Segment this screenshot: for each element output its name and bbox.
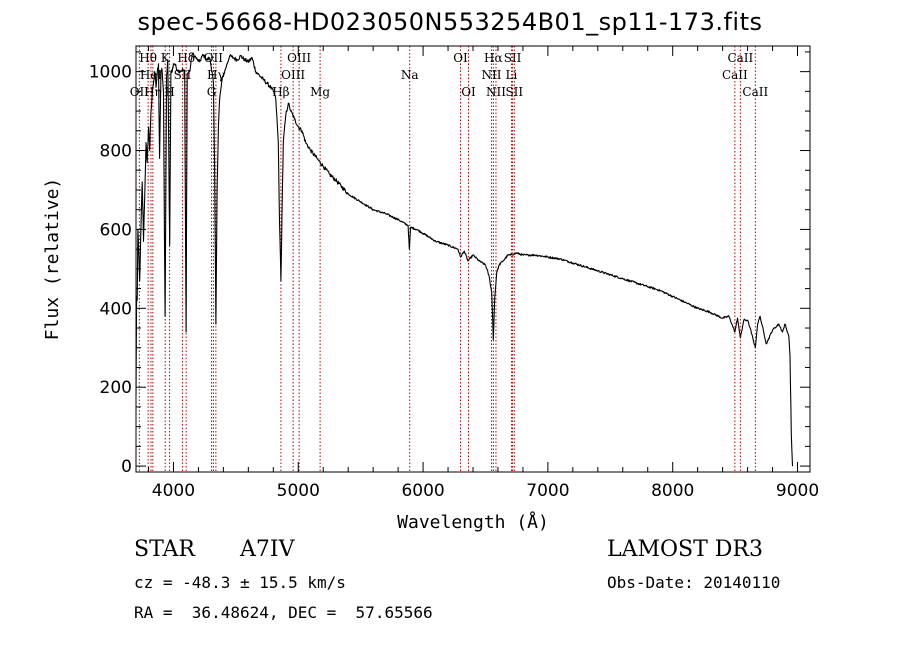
y-tick-label: 200	[100, 378, 132, 398]
plot-frame	[135, 45, 811, 473]
chart-title: spec-56668-HD023050N553254B01_sp11-173.f…	[137, 8, 763, 36]
x-tick-label: 6000	[401, 481, 444, 501]
spectral-subclass: A7IV	[240, 537, 295, 562]
line-label: NII	[481, 68, 501, 82]
line-label: OII	[130, 85, 150, 99]
line-label: OI	[453, 51, 468, 65]
y-tick-label: 0	[121, 457, 132, 477]
line-label: K	[161, 51, 171, 65]
line-label: CaII	[742, 85, 768, 99]
line-label: OI	[461, 85, 476, 99]
x-tick-label: 4000	[152, 481, 195, 501]
line-label: OII	[204, 51, 224, 65]
spectrum-line	[136, 52, 794, 467]
line-label: SII	[505, 85, 523, 99]
y-tick-label: 800	[100, 142, 132, 162]
object-type: STAR	[134, 537, 195, 562]
y-tick-label: 1000	[89, 63, 132, 83]
line-label: Hβ	[272, 85, 289, 99]
y-tick-label: 400	[100, 299, 132, 319]
y-axis-label: Flux (relative)	[42, 178, 63, 341]
line-label: SII	[504, 51, 522, 65]
line-label: Na	[401, 68, 419, 82]
coordinates: RA = 36.48624, DEC = 57.65566	[134, 603, 433, 622]
redshift-value: cz = -48.3 ± 15.5 km/s	[134, 573, 346, 592]
x-tick-label: 5000	[277, 481, 320, 501]
y-tick-label: 600	[100, 220, 132, 240]
line-label: Hδ	[177, 51, 195, 65]
line-label: NII	[486, 85, 506, 99]
line-label: CaII	[727, 51, 753, 65]
line-label: H	[164, 85, 174, 99]
line-label: OIII	[287, 51, 311, 65]
x-tick-label: 9000	[776, 481, 819, 501]
line-label: Hα	[484, 51, 503, 65]
survey-name: LAMOST DR3	[607, 537, 763, 562]
line-label: Hθ	[139, 51, 157, 65]
line-label: G	[207, 85, 217, 99]
x-axis-label: Wavelength (Å)	[397, 511, 549, 533]
line-label: CaII	[722, 68, 748, 82]
obs-date: Obs-Date: 20140110	[607, 573, 781, 592]
line-label: OIII	[281, 68, 305, 82]
x-tick-label: 7000	[526, 481, 569, 501]
line-label: Mg	[310, 85, 330, 99]
line-label: Li	[506, 68, 518, 82]
x-tick-label: 8000	[651, 481, 694, 501]
